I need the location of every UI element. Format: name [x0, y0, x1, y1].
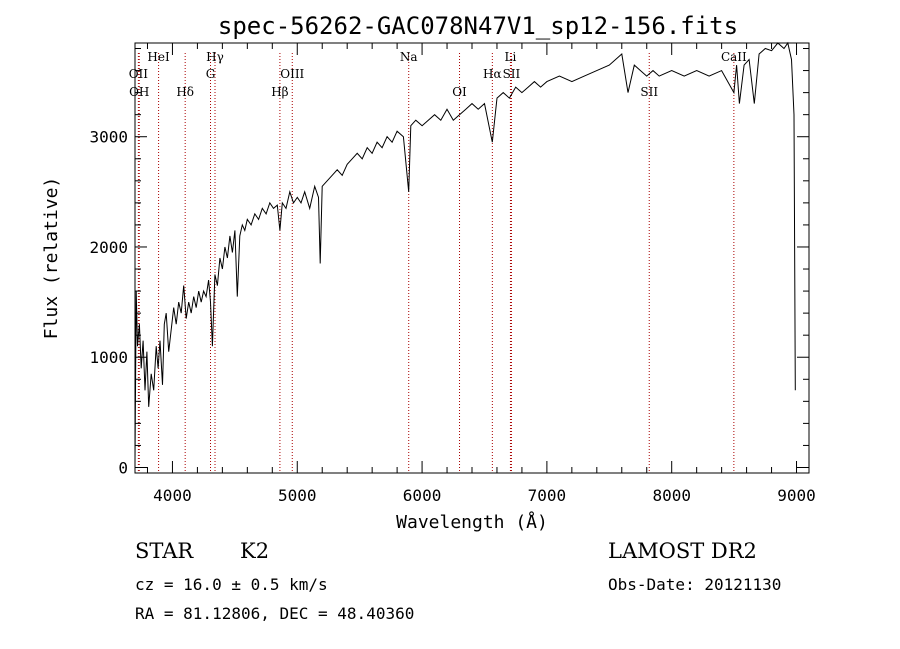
line-label: OII [129, 67, 149, 81]
line-label: SII [640, 85, 658, 99]
line-label: OH [129, 85, 149, 99]
x-tick-label: 7000 [528, 486, 567, 505]
y-tick-label: 3000 [89, 128, 128, 147]
x-tick-label: 5000 [278, 486, 317, 505]
coordinates: RA = 81.12806, DEC = 48.40360 [135, 604, 414, 623]
observation-date: Obs-Date: 20121130 [608, 575, 781, 594]
y-tick-label: 2000 [89, 238, 128, 257]
chart-title: spec-56262-GAC078N47V1_sp12-156.fits [218, 12, 738, 40]
x-axis-ticks: 4000 5000 6000 7000 8000 9000 [146, 43, 816, 505]
line-label: G [206, 67, 216, 81]
line-label: Hδ [176, 85, 194, 99]
line-label: Li [505, 50, 517, 64]
y-axis-label: Flux (relative) [41, 177, 62, 340]
spectrum-line [134, 41, 796, 463]
line-label: HeI [147, 50, 170, 64]
x-tick-label: 8000 [652, 486, 691, 505]
line-label: CaII [721, 50, 747, 64]
x-tick-label: 6000 [403, 486, 442, 505]
line-label: Hα [483, 67, 502, 81]
line-label: OIII [280, 67, 304, 81]
line-label: Hγ [206, 50, 224, 64]
y-axis-ticks: 0 1000 2000 3000 [89, 48, 809, 477]
object-subclass: K2 [240, 539, 269, 563]
y-tick-label: 1000 [89, 348, 128, 367]
line-label: Hβ [271, 85, 288, 99]
x-tick-label: 9000 [777, 486, 816, 505]
survey-name: LAMOST DR2 [608, 539, 757, 563]
line-label: SII [503, 67, 521, 81]
x-axis-label: Wavelength (Å) [396, 511, 548, 533]
object-class: STAR [135, 539, 194, 563]
line-label: Na [400, 50, 418, 64]
redshift-value: cz = 16.0 ± 0.5 km/s [135, 575, 328, 594]
line-label: OI [452, 85, 467, 99]
spectral-line-markers [137, 53, 735, 473]
x-tick-label: 4000 [153, 486, 192, 505]
y-tick-label: 0 [118, 458, 128, 477]
